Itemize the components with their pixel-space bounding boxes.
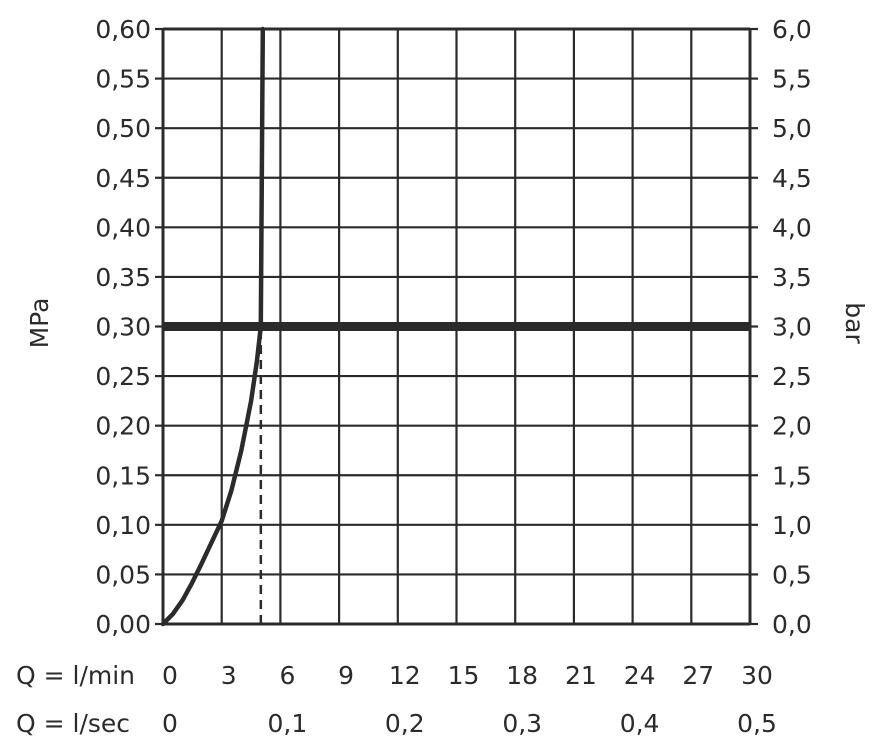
left-axis: 0,00 0,05 0,10 0,15 0,20 0,25 0,30 0,35 0,40 0,45…	[95, 15, 151, 639]
x-tick-label-lmin: 6	[279, 661, 295, 690]
y-tick-label-left: 0,55	[95, 65, 151, 94]
x-row-label-lmin: Q = l/min	[16, 661, 135, 690]
y-tick-label-right: 4,0	[772, 213, 812, 242]
x-tick-label-lmin: 21	[565, 661, 597, 690]
y-tick-label-left: 0,45	[95, 164, 151, 193]
y-tick-label-left: 0,35	[95, 263, 151, 292]
x-tick-label-lmin: 18	[506, 661, 538, 690]
left-axis-title: MPa	[25, 298, 54, 349]
series-line	[160, 26, 266, 627]
x-tick-label-lmin: 24	[624, 661, 656, 690]
y-tick-label-left: 0,40	[95, 213, 151, 242]
y-tick-label-right: 1,0	[772, 511, 812, 540]
y-tick-label-right: 2,5	[772, 362, 812, 391]
y-tick-label-right: 5,0	[772, 114, 812, 143]
y-tick-label-right: 0,5	[772, 560, 812, 589]
y-tick-label-right: 3,0	[772, 313, 812, 342]
x-tick-label-lsec: 0	[162, 709, 178, 738]
y-tick-label-right: 5,5	[772, 65, 812, 94]
y-tick-label-left: 0,60	[95, 15, 151, 44]
x-tick-label-lmin: 9	[338, 661, 354, 690]
x-tick-label-lsec: 0,2	[385, 709, 425, 738]
y-tick-label-left: 0,00	[95, 610, 151, 639]
x-tick-label-lmin: 3	[221, 661, 237, 690]
x-tick-label-lmin: 0	[162, 661, 178, 690]
y-tick-label-left: 0,20	[95, 412, 151, 441]
y-tick-label-right: 1,5	[772, 461, 812, 490]
x-tick-label-lsec: 0,4	[620, 709, 660, 738]
right-axis: 0,0 0,5 1,0 1,5 2,0 2,5 3,0 3,5 4,0 4,5 5,0 5,5 6,0	[772, 15, 812, 639]
bottom-axis: 0 3 6 9 12 15 18 21 24 27 30 0 0,1 0,2 0,3 0,4 0,5	[162, 661, 777, 738]
x-tick-label-lmin: 12	[389, 661, 421, 690]
y-tick-label-left: 0,10	[95, 511, 151, 540]
y-tick-label-left: 0,30	[95, 313, 151, 342]
y-tick-label-left: 0,25	[95, 362, 151, 391]
y-tick-label-right: 3,5	[772, 263, 812, 292]
y-tick-label-right: 4,5	[772, 164, 812, 193]
x-tick-label-lmin: 30	[741, 661, 773, 690]
series-layer	[160, 26, 266, 627]
x-tick-label-lmin: 15	[448, 661, 480, 690]
x-tick-label-lsec: 0,5	[737, 709, 777, 738]
right-axis-title: bar	[840, 302, 869, 344]
y-tick-label-right: 2,0	[772, 412, 812, 441]
y-tick-label-left: 0,05	[95, 560, 151, 589]
y-tick-label-left: 0,50	[95, 114, 151, 143]
x-row-label-lsec: Q = l/sec	[16, 709, 130, 738]
y-tick-label-right: 0,0	[772, 610, 812, 639]
y-tick-label-right: 6,0	[772, 15, 812, 44]
y-tick-label-left: 0,15	[95, 461, 151, 490]
x-tick-label-lsec: 0,1	[268, 709, 308, 738]
x-tick-label-lsec: 0,3	[502, 709, 542, 738]
x-tick-label-lmin: 27	[682, 661, 714, 690]
